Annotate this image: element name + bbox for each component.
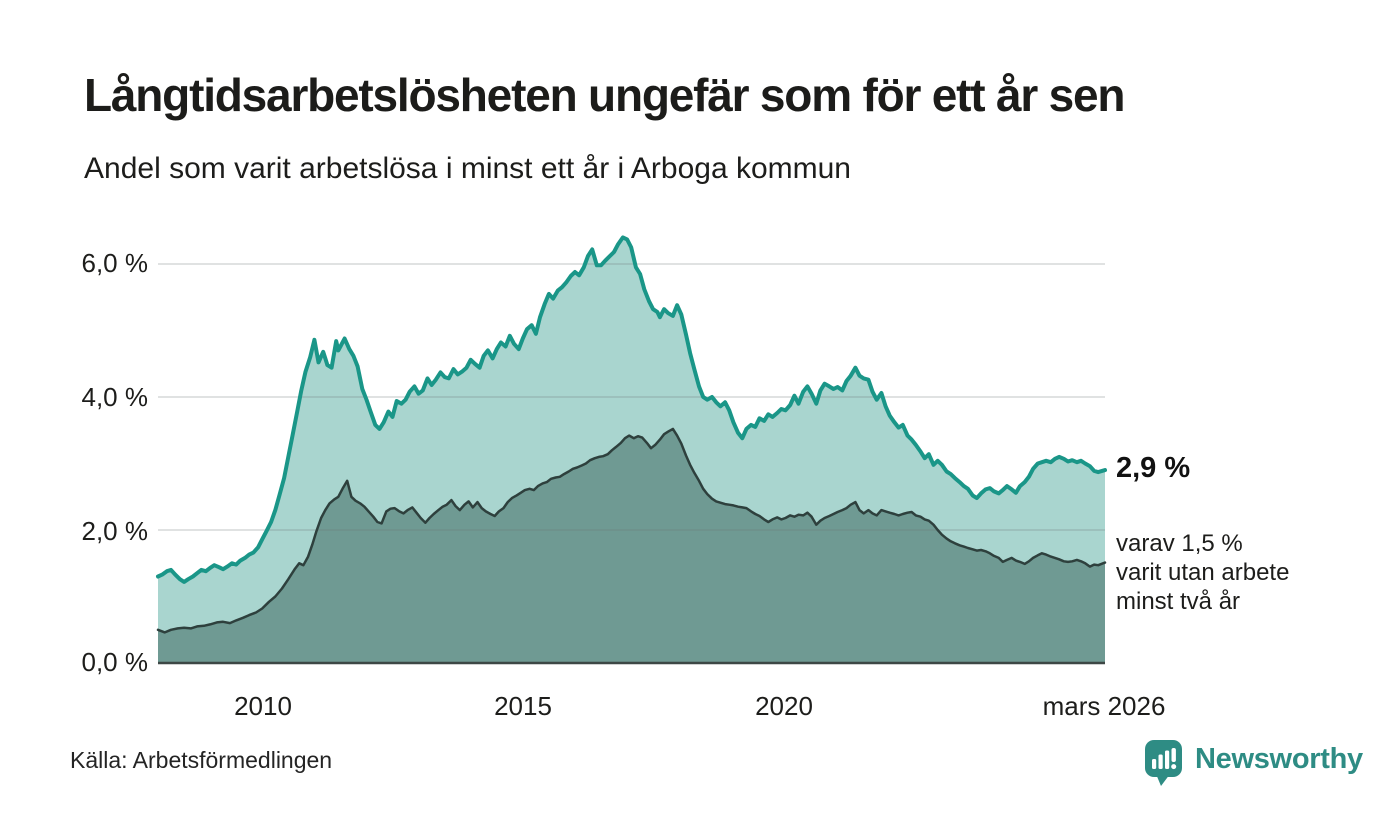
series-line-1 — [156, 427, 1107, 634]
y-axis-label-2: 2,0 % — [81, 516, 149, 546]
x-axis-label-2015: 2015 — [494, 691, 552, 721]
series-line-0 — [156, 235, 1107, 584]
latest-value-label: 2,9 % — [1116, 452, 1191, 484]
source-credit: Källa: Arbetsförmedlingen — [70, 747, 333, 773]
two-year-annotation-line1: varav 1,5 % — [1116, 530, 1243, 557]
y-axis-label-4: 4,0 % — [81, 382, 149, 412]
area-fill-series-1 — [158, 428, 1105, 663]
newsworthy-brand: Newsworthy — [1143, 738, 1363, 788]
page-subtitle: Andel som varit arbetslösa i minst ett å… — [84, 152, 851, 185]
y-axis-label-6: 6,0 % — [81, 248, 149, 278]
two-year-annotation-line3: minst två år — [1116, 588, 1241, 615]
newsworthy-logo-icon — [1145, 740, 1182, 786]
x-axis-label-2010: 2010 — [234, 691, 292, 721]
x-axis-label-latest: mars 2026 — [1042, 691, 1166, 721]
two-year-annotation-line2: varit utan arbete — [1116, 559, 1290, 586]
page-title: Långtidsarbetslösheten ungefär som för e… — [84, 69, 1126, 121]
x-axis-label-2020: 2020 — [755, 691, 813, 721]
two-year-annotation: varav 1,5 % varit utan arbete minst två … — [1116, 529, 1289, 616]
newsworthy-brand-name: Newsworthy — [1195, 742, 1363, 775]
y-axis-label-0: 0,0 % — [81, 647, 149, 677]
